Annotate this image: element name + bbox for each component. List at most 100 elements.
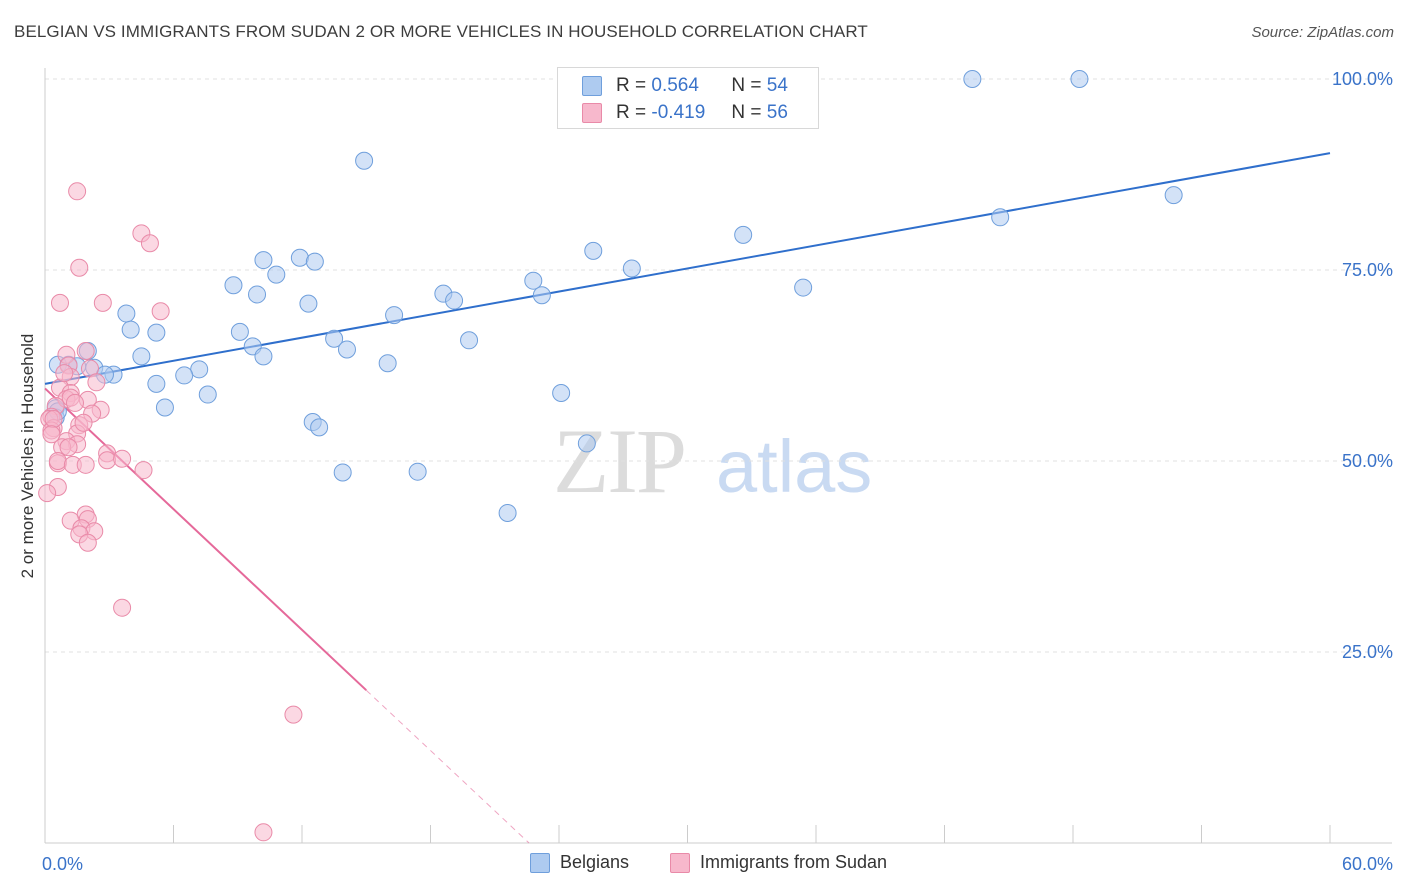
belgian-point [498, 503, 517, 522]
legend-label-sudan: Immigrants from Sudan [700, 852, 888, 872]
stats-row-sudan: R = -0.419 N = 56 [582, 101, 788, 125]
belgian-point [325, 329, 344, 348]
sudan-point [44, 409, 63, 428]
legend-item-sudan[interactable]: Immigrants from Sudan [670, 852, 887, 873]
sudan-point [78, 533, 97, 552]
belgian-point [622, 259, 641, 278]
sudan-point [76, 455, 95, 474]
n-value: 56 [766, 102, 788, 123]
belgian-point [385, 306, 404, 325]
belgian-point [310, 418, 329, 437]
n-label: N = [731, 102, 762, 123]
sudan-point [74, 413, 93, 432]
trend-lines [44, 152, 1331, 844]
sudan-point [50, 293, 69, 312]
belgian-point [147, 323, 166, 342]
belgian-point [254, 251, 273, 270]
belgian-point [378, 354, 397, 373]
sudan-point [113, 598, 132, 617]
n-label: N = [731, 75, 762, 96]
y-tick-label: 100.0% [1332, 69, 1393, 89]
sudan-point [70, 258, 89, 277]
y-tick-label: 25.0% [1342, 642, 1393, 662]
r-value: -0.419 [651, 102, 706, 123]
axes [44, 68, 1392, 844]
sudan-point [48, 452, 67, 470]
watermark-atlas: atlas [716, 425, 872, 508]
chart-title: BELGIAN VS IMMIGRANTS FROM SUDAN 2 OR MO… [14, 22, 868, 41]
trend-line [44, 152, 1331, 385]
sudan-swatch [582, 103, 602, 123]
belgian-point [333, 463, 352, 482]
belgian-point [445, 291, 464, 310]
y-tick-label: 75.0% [1342, 260, 1393, 280]
series-legend: Belgians Immigrants from Sudan [0, 852, 1406, 878]
trend-line [44, 387, 367, 691]
sudan-point [140, 234, 159, 253]
stats-legend: R = 0.564 N = 54 R = -0.419 N = 56 [557, 67, 819, 129]
r-value: 0.564 [651, 75, 699, 96]
belgian-point [355, 151, 374, 170]
belgian-point [794, 278, 813, 297]
belgian-point [267, 265, 286, 284]
belgian-point [460, 331, 479, 350]
r-label: R = [616, 75, 647, 96]
sudan-point [42, 425, 61, 444]
x-tick-label: 0.0% [42, 854, 83, 874]
belgian-point [532, 286, 551, 305]
sudan-point [59, 438, 78, 457]
belgian-point [577, 434, 596, 453]
sudan-point [76, 341, 95, 360]
belgian-point [224, 276, 243, 295]
belgian-point [198, 385, 217, 404]
sudan-point [113, 449, 132, 468]
belgian-point [963, 70, 982, 88]
belgians-swatch [582, 76, 602, 96]
sudan-point [55, 364, 74, 383]
belgian-point [305, 252, 324, 271]
belgian-point [408, 462, 427, 481]
sudan-point [284, 705, 303, 724]
sudan-point [254, 823, 273, 842]
watermark-zip: ZIP [553, 410, 685, 512]
sudan-point [98, 451, 117, 470]
sudan-point [68, 182, 87, 201]
belgian-point [175, 366, 194, 385]
belgian-point [190, 360, 209, 379]
x-tick-label: 60.0% [1342, 854, 1393, 874]
belgian-point [290, 248, 309, 267]
legend-item-belgians[interactable]: Belgians [530, 852, 629, 873]
tick-labels: 25.0% 50.0% 75.0% 100.0% 0.0% 60.0% [42, 69, 1393, 874]
belgian-point [1070, 70, 1089, 88]
data-points [38, 70, 1183, 842]
sudan-point [93, 293, 112, 312]
sudan-point [65, 393, 84, 412]
belgian-point [254, 347, 273, 366]
r-label: R = [616, 102, 647, 123]
belgian-point [117, 304, 136, 323]
belgian-point [1164, 186, 1183, 205]
belgian-point [524, 271, 543, 290]
source-credit: Source: ZipAtlas.com [1251, 24, 1394, 41]
belgian-point [734, 225, 753, 244]
sudan-legend-swatch [670, 852, 690, 873]
belgian-point [299, 294, 318, 313]
sudan-point [134, 461, 153, 480]
sudan-point [87, 373, 106, 392]
belgian-point [230, 322, 249, 341]
belgian-point [552, 384, 571, 403]
trend-line-extension [365, 689, 530, 844]
n-value: 54 [766, 75, 788, 96]
belgian-point [991, 208, 1010, 227]
belgians-legend-swatch [530, 852, 550, 873]
belgian-point [132, 347, 151, 366]
belgian-point [147, 374, 166, 393]
belgian-point [584, 241, 603, 260]
sudan-point [151, 302, 170, 321]
belgian-point [337, 340, 356, 359]
stats-row-belgians: R = 0.564 N = 54 [582, 74, 788, 98]
sudan-point [38, 484, 57, 503]
belgian-point [121, 320, 140, 339]
belgian-point [155, 398, 174, 417]
